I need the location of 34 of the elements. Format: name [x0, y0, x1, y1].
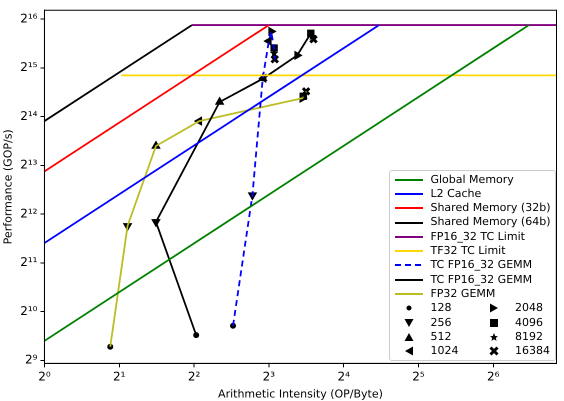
y-tick-label: 2¹⁵ — [20, 60, 38, 74]
legend-label: 8192 — [514, 330, 543, 344]
x-tick-label: 2¹ — [113, 370, 126, 384]
legend-label: 2048 — [514, 301, 543, 316]
y-tick-label: 2¹⁴ — [20, 108, 38, 123]
x-axis-title: Arithmetic Intensity (OP/Byte) — [218, 387, 383, 400]
legend-label: FP16_32 TC Limit — [430, 230, 525, 244]
y-tick-label: 2¹² — [20, 206, 38, 220]
legend-label: 512 — [430, 330, 452, 344]
legend-label: Shared Memory (64b) — [430, 215, 550, 230]
legend-label: 4096 — [514, 316, 543, 330]
y-tick-label: 2¹³ — [20, 158, 38, 172]
y-tick-label: 2¹⁰ — [20, 304, 38, 318]
x-tick-label: 2⁰ — [38, 370, 51, 384]
legend-label: TF32 TC Limit — [430, 244, 506, 258]
legend-label: 1024 — [430, 344, 458, 358]
x-tick-label: 2⁴ — [337, 370, 350, 384]
legend-label: FP32 GEMM — [430, 286, 496, 302]
legend-label: Shared Memory (32b) — [430, 201, 550, 216]
legend-label: TC FP16_32 GEMM — [430, 258, 532, 273]
legend-label: 16384 — [514, 344, 550, 358]
y-tick-label: 2¹¹ — [20, 255, 38, 270]
y-tick-label: 2⁹ — [25, 352, 38, 367]
legend-label: 128 — [430, 301, 452, 316]
x-tick-label: 2⁵ — [412, 370, 425, 384]
legend-label: 256 — [430, 316, 452, 330]
y-tick-label: 2¹⁶ — [20, 11, 38, 26]
x-tick-label: 2² — [188, 370, 200, 384]
legend-label: Global Memory — [430, 172, 514, 187]
x-tick-label: 2⁶ — [487, 370, 500, 384]
y-axis-title: Performance (GOP/s) — [1, 129, 14, 244]
legend-label: TC FP16_32 GEMM — [430, 272, 532, 287]
x-tick-label: 2³ — [262, 370, 276, 384]
legend-label: L2 Cache — [430, 186, 482, 202]
